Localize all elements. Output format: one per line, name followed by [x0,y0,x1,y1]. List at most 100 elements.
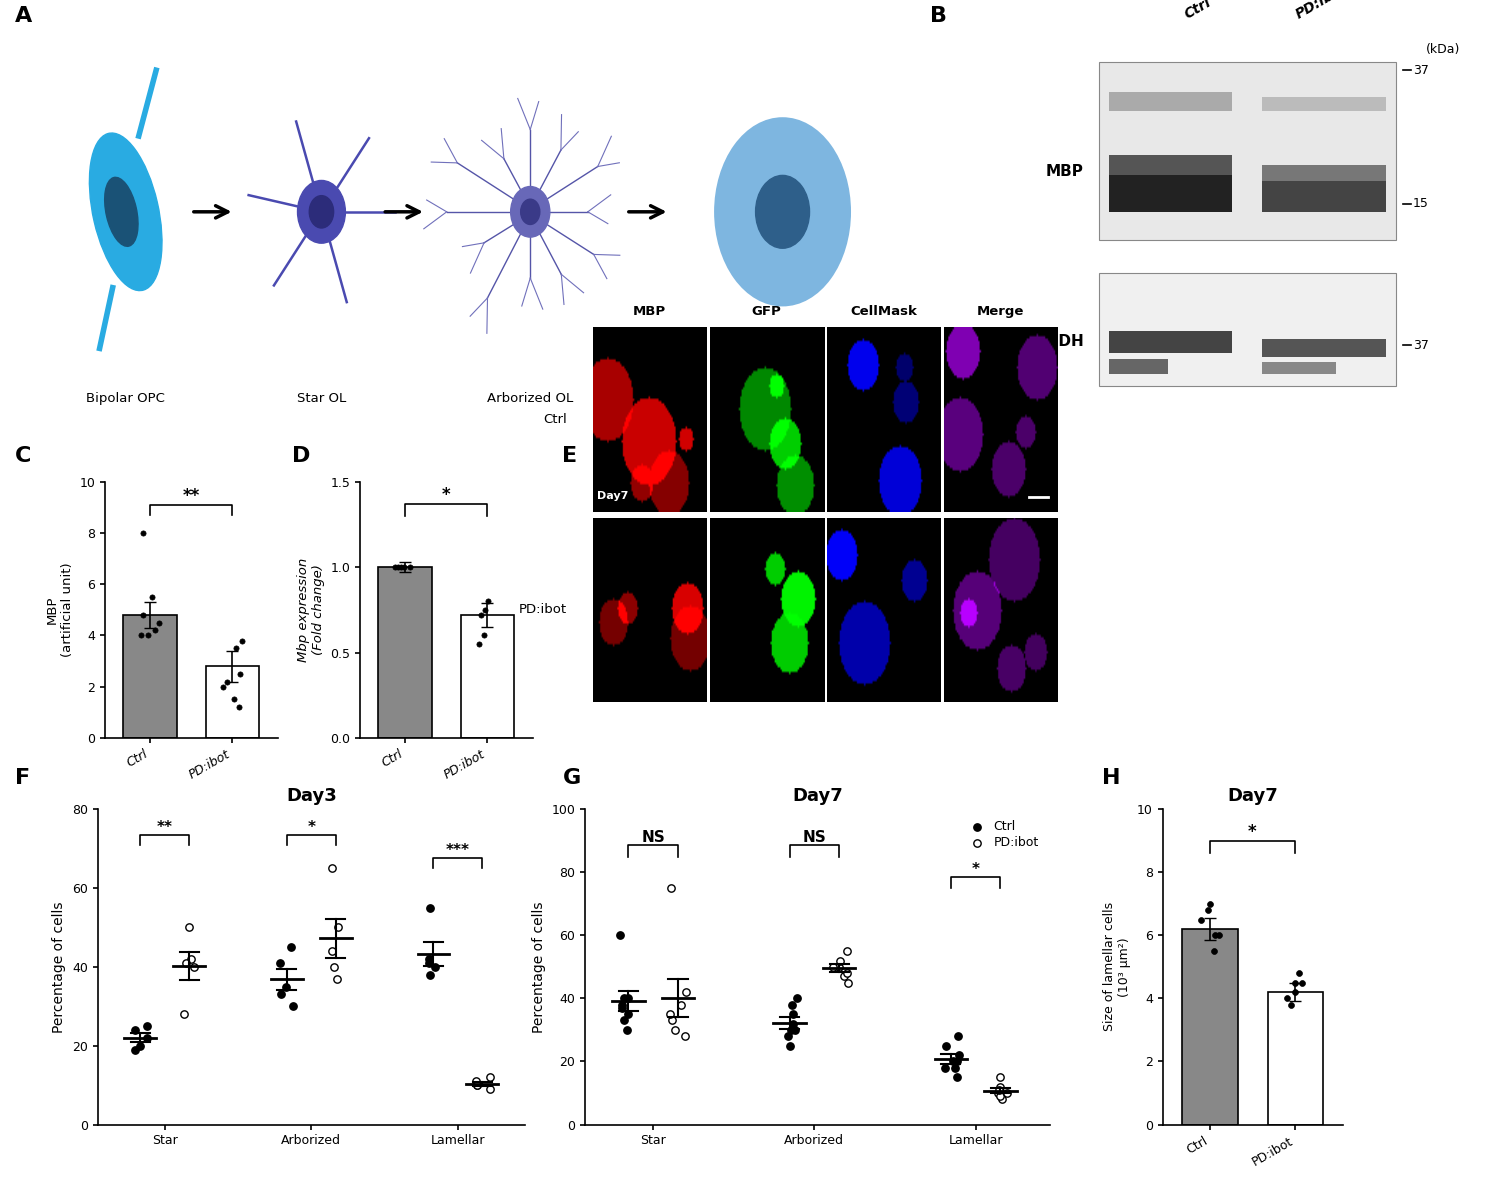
FancyBboxPatch shape [1262,362,1336,374]
Point [610,998,634,1017]
Point [610,995,634,1014]
Text: D: D [292,446,310,466]
Point [782,1004,806,1023]
Text: ***: *** [446,844,470,858]
Point [417,953,441,972]
Text: PD:ibot: PD:ibot [1293,0,1350,21]
Title: Day7: Day7 [792,787,843,804]
Legend: Ctrl, PD:ibot: Ctrl, PD:ibot [960,815,1044,854]
Text: *: * [1248,822,1257,840]
Text: Day7: Day7 [597,490,628,501]
FancyBboxPatch shape [1108,359,1168,374]
Text: Ctrl: Ctrl [543,413,567,426]
Point [942,1052,966,1071]
Point [946,1027,970,1046]
Point [123,1020,147,1040]
Text: 37: 37 [1413,339,1430,352]
Point [988,1086,1012,1106]
Y-axis label: MBP
(artificial unit): MBP (artificial unit) [46,563,74,657]
Point [386,558,410,577]
Bar [460,615,514,738]
Point [384,558,408,577]
Text: **: ** [156,820,172,835]
FancyBboxPatch shape [1262,165,1386,181]
Text: A: A [15,6,33,26]
Point [214,672,238,691]
Point [140,588,164,607]
Point [986,1083,1010,1102]
Point [778,1036,802,1056]
Point [1203,926,1227,945]
Point [390,558,414,577]
Point [660,1012,684,1031]
Point [132,606,156,625]
Ellipse shape [105,177,138,246]
Point [608,926,631,945]
Point [211,677,236,696]
FancyBboxPatch shape [1098,273,1395,386]
Point [174,953,198,972]
Point [465,1076,489,1095]
FancyBboxPatch shape [1108,331,1233,353]
Point [783,1020,807,1040]
Point [177,917,201,937]
Ellipse shape [90,133,162,290]
Point [476,591,500,610]
Ellipse shape [309,195,333,228]
Bar [1182,929,1238,1125]
Point [674,983,698,1002]
Point [1278,995,1302,1014]
Point [780,995,804,1014]
Point [474,600,498,619]
Point [778,1020,802,1040]
Point [123,1040,147,1059]
FancyBboxPatch shape [1108,155,1233,175]
Point [225,639,249,658]
Point [663,1020,687,1040]
Bar [378,568,432,738]
Text: Ctrl: Ctrl [1182,0,1214,21]
Text: MBP: MBP [1046,164,1084,178]
Text: Star OL: Star OL [297,393,346,406]
Point [616,1004,640,1023]
Bar [1268,992,1323,1125]
Point [612,1012,636,1031]
Point [398,558,422,577]
Point [423,957,447,976]
Text: PD:ibot: PD:ibot [519,603,567,616]
Point [282,997,306,1016]
Point [827,957,850,976]
Text: Merge: Merge [976,305,1024,318]
Point [326,969,350,988]
Point [464,1072,488,1091]
Point [836,973,860,992]
Point [615,1020,639,1040]
Point [478,1067,502,1086]
Point [326,917,350,937]
Point [472,626,496,645]
FancyBboxPatch shape [1108,93,1233,111]
Point [1190,910,1214,929]
Point [135,1016,159,1035]
Point [470,606,494,625]
Point [274,977,298,996]
Point [417,950,441,969]
Title: Day7: Day7 [1227,787,1278,804]
Text: *: * [308,820,315,835]
Point [478,1079,502,1098]
Ellipse shape [716,118,850,306]
Title: Day3: Day3 [286,787,336,804]
Point [945,1052,969,1071]
Point [994,1083,1018,1102]
Y-axis label: Percentage of cells: Percentage of cells [53,901,66,1033]
Point [267,953,291,972]
Y-axis label: Percentage of cells: Percentage of cells [532,901,546,1033]
Ellipse shape [756,175,810,249]
Point [226,697,251,716]
Point [945,1067,969,1086]
FancyBboxPatch shape [1108,175,1233,212]
Point [320,859,344,878]
Text: B: B [930,6,946,26]
Point [465,1076,489,1095]
Text: Lamellar OL: Lamellar OL [742,393,822,406]
